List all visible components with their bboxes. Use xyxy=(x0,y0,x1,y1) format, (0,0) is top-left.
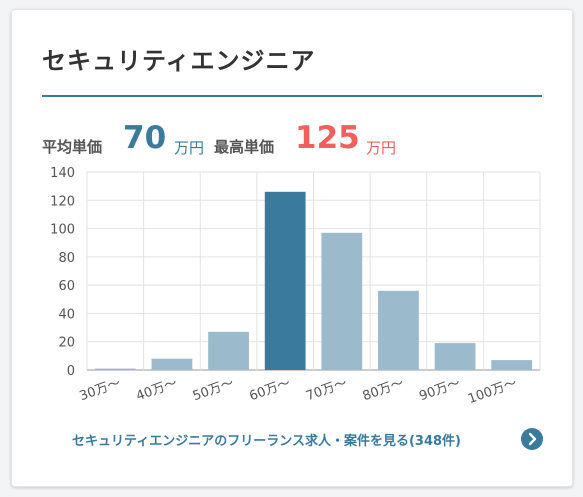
average-price-value: 70 xyxy=(123,120,167,156)
average-price-unit: 万円 xyxy=(174,139,205,157)
x-tick-label: 30万〜 xyxy=(78,376,123,405)
bar xyxy=(264,191,306,370)
x-tick-label: 80万〜 xyxy=(361,376,406,405)
bar xyxy=(491,360,533,370)
x-tick-label: 60万〜 xyxy=(247,376,292,405)
max-price-unit: 万円 xyxy=(366,139,397,157)
chevron-right-icon[interactable] xyxy=(521,428,543,450)
y-tick-label: 80 xyxy=(58,251,75,266)
bar xyxy=(151,358,193,370)
y-tick-label: 100 xyxy=(50,223,75,238)
x-tick-label: 40万〜 xyxy=(134,376,179,405)
x-tick-label: 70万〜 xyxy=(304,376,349,405)
y-tick-label: 140 xyxy=(50,166,75,181)
bar xyxy=(208,331,249,370)
price-stats: 平均単価 70 万円 最高単価 125 万円 xyxy=(42,118,542,162)
job-stats-card: セキュリティエンジニア 平均単価 70 万円 最高単価 125 万円 0 20 40… xyxy=(11,9,573,487)
y-tick-label: 20 xyxy=(58,336,75,351)
card-title: セキュリティエンジニア xyxy=(42,47,316,75)
freelance-jobs-link[interactable]: セキュリティエンジニアのフリーランス求人・案件を見る(348件) xyxy=(72,434,461,449)
y-tick-label: 120 xyxy=(50,194,75,209)
x-tick-label: 100万〜 xyxy=(466,376,519,407)
bar xyxy=(94,368,136,370)
average-price-label: 平均単価 xyxy=(42,138,103,156)
max-price-label: 最高単価 xyxy=(214,138,275,156)
bar xyxy=(434,343,476,370)
y-tick-label: 60 xyxy=(58,279,75,294)
bar xyxy=(378,290,419,370)
max-price-value: 125 xyxy=(295,120,360,156)
title-divider xyxy=(42,95,542,97)
y-tick-label: 0 xyxy=(67,364,75,379)
bar xyxy=(321,232,363,370)
x-tick-label: 90万〜 xyxy=(417,376,462,405)
x-tick-label: 50万〜 xyxy=(191,376,236,405)
price-distribution-chart: 0 20 40 60 80 100 120 140 30万〜 40万〜 50万〜 60万〜 70万〜 80… xyxy=(50,166,541,407)
y-tick-label: 40 xyxy=(58,307,75,322)
